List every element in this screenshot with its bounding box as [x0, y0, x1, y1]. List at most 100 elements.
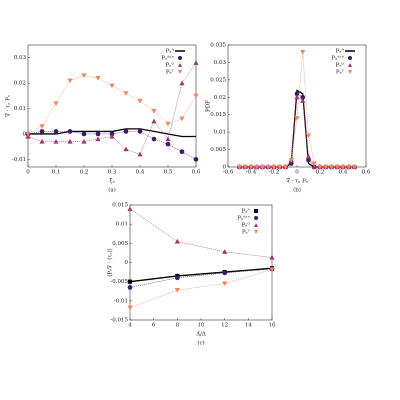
point [123, 146, 129, 152]
point [294, 94, 300, 100]
x-tick-label: 0 [26, 170, 30, 176]
series-line [239, 51, 355, 168]
point [282, 164, 289, 170]
point [334, 164, 340, 170]
point [265, 164, 271, 170]
point [39, 124, 45, 129]
x-tick-label: 0.2 [316, 170, 325, 176]
point [123, 91, 129, 96]
point [39, 138, 45, 144]
point [294, 91, 300, 97]
point [95, 75, 101, 81]
point [222, 270, 228, 276]
point [305, 153, 312, 159]
point [109, 133, 115, 139]
point [277, 164, 283, 170]
series-line [129, 267, 273, 283]
x-tick-label: 10 [198, 323, 205, 329]
legend-swatch [254, 216, 258, 220]
point [193, 157, 199, 162]
legend-swatch [178, 70, 182, 74]
x-tick-label: 0.5 [164, 170, 173, 176]
point [137, 98, 143, 104]
x-tick-label: 12 [221, 323, 228, 329]
x-tick-label: 0.4 [136, 170, 145, 176]
plot-frame [227, 44, 367, 168]
legend-label: Pₐᵈʸⁿ [237, 215, 250, 222]
series-line [129, 208, 273, 258]
y-tick-label: 0.015 [112, 203, 128, 209]
point [25, 131, 31, 137]
legend-label: Pₐᵀ [166, 69, 175, 76]
point [179, 149, 185, 155]
legend-label: Pₐᴬ [336, 48, 345, 55]
x-tick-label: -0.6 [223, 170, 234, 176]
point [67, 138, 73, 144]
point [95, 136, 101, 142]
y-tick-label: 0.015 [210, 112, 226, 118]
legend-swatch [254, 223, 258, 227]
point [294, 116, 300, 121]
y-tick-label: 0 [125, 260, 129, 266]
x-tick-label: 14 [245, 323, 252, 329]
point [123, 129, 129, 134]
legend-swatch [254, 230, 258, 234]
point [109, 83, 115, 89]
point [151, 118, 157, 124]
point [81, 73, 87, 79]
point [151, 109, 157, 114]
point [269, 267, 275, 272]
legend-swatch [178, 56, 182, 60]
legend-label: Pₐᵈʸⁿ [331, 55, 344, 62]
point [222, 281, 228, 287]
x-tick-label: 8 [176, 323, 180, 329]
point [127, 285, 133, 290]
point [300, 94, 306, 100]
point [328, 164, 335, 170]
point [248, 164, 254, 170]
point [340, 164, 346, 170]
y-tick-label: 0.03 [14, 55, 27, 61]
legend-label: Pₐᵀ [336, 69, 345, 76]
y-tick-label: 0.025 [210, 77, 226, 83]
point [165, 141, 171, 147]
series-line [239, 89, 355, 168]
point [311, 164, 317, 170]
legend-swatch [348, 70, 352, 74]
legend-label: Pₐᴳ [165, 62, 174, 69]
point [351, 164, 358, 170]
x-tick-label: 0.2 [80, 170, 89, 176]
point [288, 157, 294, 163]
x-tick-label: 0 [295, 170, 299, 176]
y-tick-label: 0.035 [210, 43, 226, 49]
point [174, 238, 180, 244]
series-line [27, 62, 197, 155]
y-tick-label: -0.01 [12, 157, 26, 163]
x-tick-label: 16 [269, 323, 276, 329]
y-tick-label: 0.02 [214, 95, 226, 101]
legend-swatch [178, 63, 182, 67]
point [311, 161, 317, 167]
x-tick-label: -0.4 [246, 170, 257, 176]
y-tick-label: 0 [223, 165, 227, 171]
point [193, 93, 199, 99]
y-axis-label: ⟨Pₐ∇ · (τₐ)⟩ [107, 248, 114, 277]
y-tick-label: 0.005 [210, 147, 226, 153]
point [259, 164, 266, 170]
point [288, 161, 294, 166]
point [127, 305, 133, 311]
point [323, 164, 329, 170]
y-tick-label: 0.01 [116, 222, 128, 228]
series-line [129, 268, 273, 288]
x-tick-label: 4 [128, 323, 132, 329]
caption: (b) [293, 187, 301, 194]
x-tick-label: 0.1 [52, 170, 61, 176]
x-tick-label: 0.6 [362, 170, 371, 176]
legend-swatch [348, 63, 352, 67]
y-tick-label: -0.005 [110, 279, 128, 285]
point [39, 129, 45, 134]
x-axis-label: ξₐ [109, 179, 114, 185]
point [137, 129, 143, 134]
series-line [129, 269, 273, 308]
